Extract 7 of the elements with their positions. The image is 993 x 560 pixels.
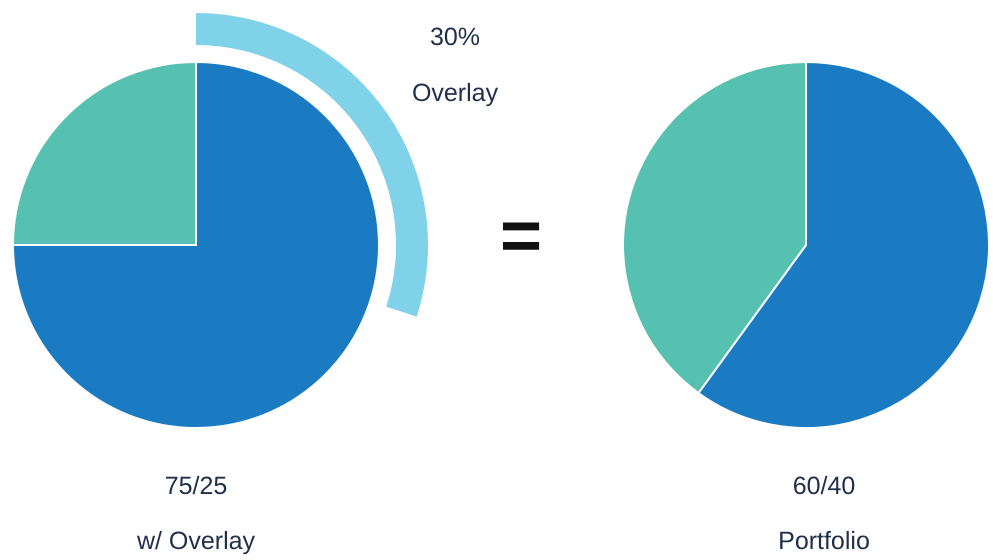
text: Portfolio bbox=[778, 527, 870, 555]
text: = bbox=[500, 196, 542, 276]
data-label: 30% bbox=[430, 23, 480, 51]
text: 75/25 bbox=[164, 472, 228, 500]
slice-label: Overlay bbox=[412, 79, 499, 107]
text: w/ Overlay bbox=[136, 527, 256, 555]
text: 60/40 bbox=[792, 472, 856, 500]
